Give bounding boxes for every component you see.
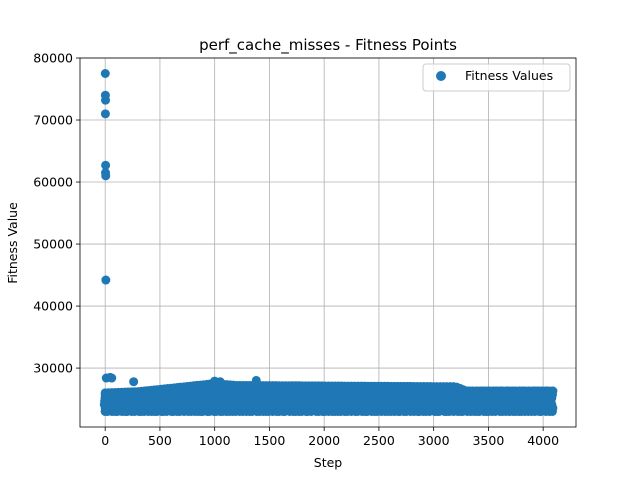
data-point [101,275,111,285]
data-point [102,391,112,401]
axis-ticks: 0 500 1000 1500 2000 2500 3000 3500 4000 30000 400… [33,51,559,449]
x-tick-label: 1500 [254,433,286,448]
x-axis-title: Step [314,455,343,470]
y-tick-label: 30000 [33,361,73,376]
x-tick-label: 3500 [472,433,504,448]
data-point [101,171,111,181]
data-point [251,375,261,385]
data-point [102,402,112,412]
legend-box [422,63,571,92]
legend-label: Fitness Values [465,68,553,83]
x-tick-label: 2000 [308,433,340,448]
legend-marker [436,71,446,81]
legend: Fitness Values [422,63,571,92]
data-point [129,377,139,387]
x-tick-label: 500 [148,433,172,448]
y-tick-label: 60000 [33,175,73,190]
x-tick-label: 0 [101,433,109,448]
y-tick-label: 40000 [33,299,73,314]
data-point [100,109,110,119]
y-tick-label: 50000 [33,237,73,252]
data-point [101,160,111,170]
y-tick-label: 70000 [33,113,73,128]
y-tick-label: 80000 [33,51,73,66]
data-point [107,373,117,383]
chart-title: perf_cache_misses - Fitness Points [199,36,457,55]
x-tick-label: 3000 [418,433,450,448]
plot-frame [79,57,577,428]
x-tick-label: 2500 [363,433,395,448]
x-tick-label: 1000 [199,433,231,448]
x-tick-label: 4000 [527,433,559,448]
y-axis-title: Fitness Value [5,202,20,284]
data-point [100,69,110,79]
data-point [215,377,225,387]
data-points [99,69,558,416]
data-point [547,386,557,396]
data-point [101,95,111,105]
